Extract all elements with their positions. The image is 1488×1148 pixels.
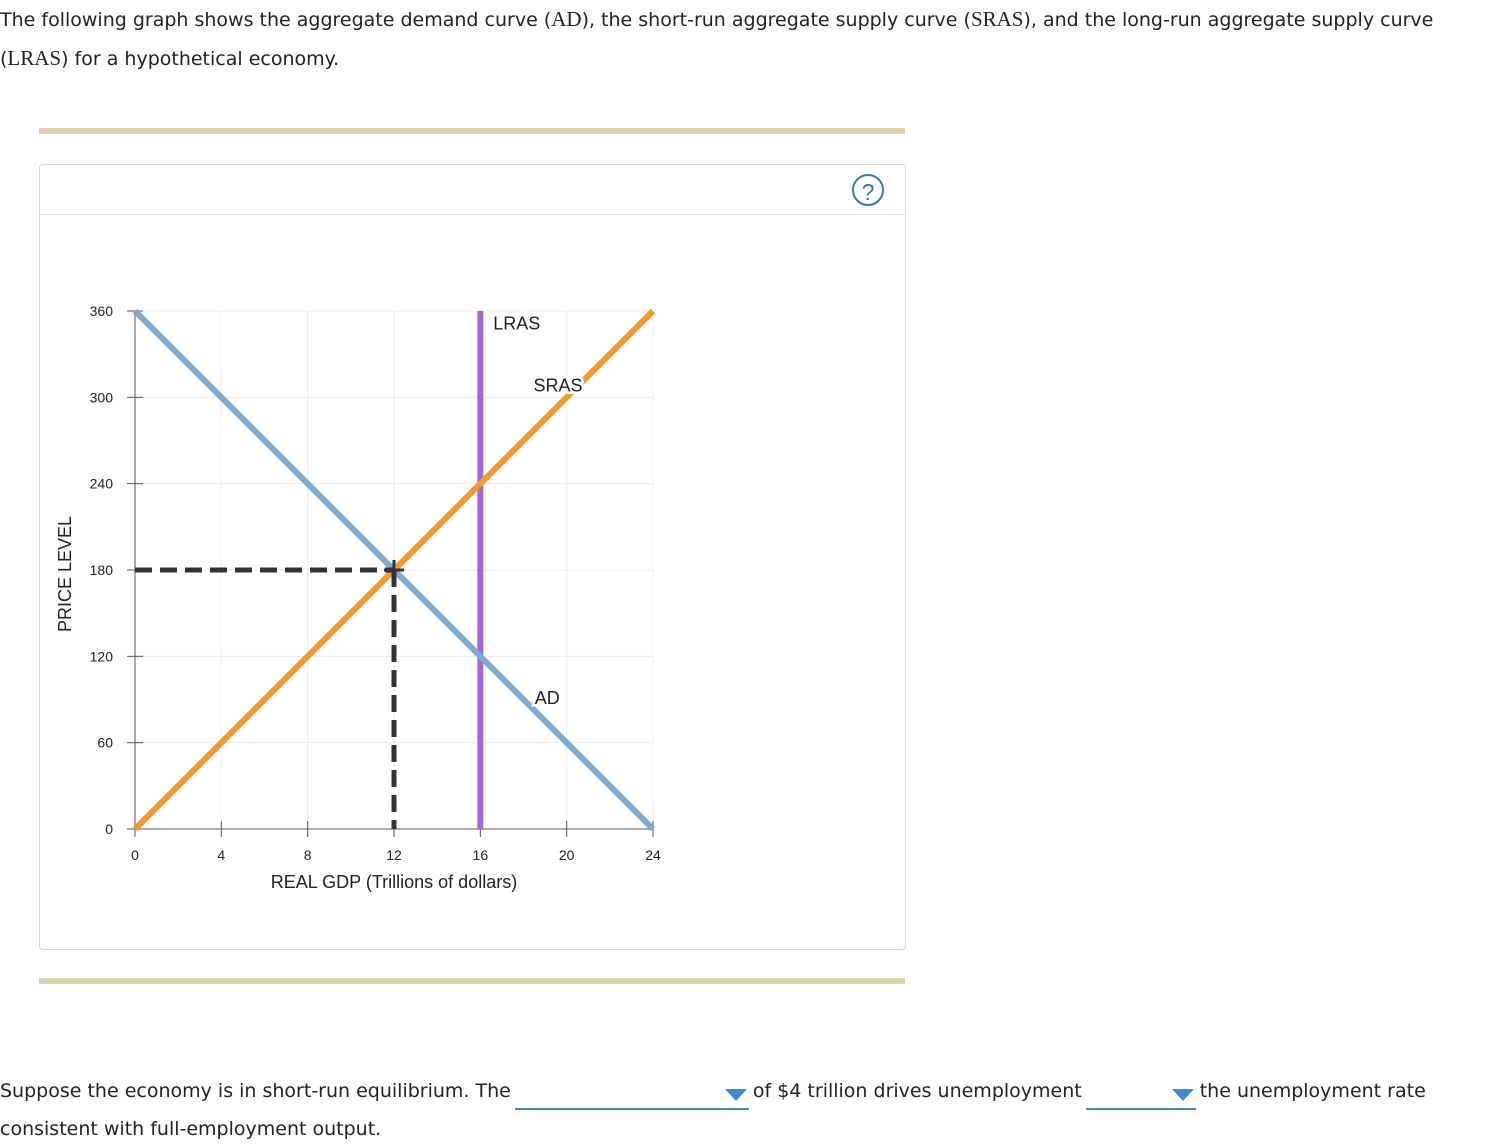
y-tick-label: 240	[90, 476, 114, 492]
dropdown-arrow-icon	[724, 1089, 747, 1101]
sras-term: SRAS	[970, 7, 1024, 31]
question-text: Suppose the economy is in short-run equi…	[0, 1072, 1488, 1148]
ad-term: AD	[551, 7, 582, 31]
help-button[interactable]: ?	[852, 174, 884, 206]
intro-text: The following graph shows the aggregate …	[0, 7, 1434, 70]
y-tick-label: 60	[97, 735, 113, 751]
x-tick-label: 8	[304, 847, 312, 863]
series-label-ad: AD	[535, 688, 560, 708]
ticks: 0 60 120 180 240 300 360 0 4 8 12 16 20 24	[90, 303, 661, 863]
dropdown-arrow-icon	[1171, 1089, 1194, 1101]
y-tick-label: 120	[90, 648, 114, 664]
series-label-sras: SRAS	[534, 376, 583, 396]
top-divider	[39, 128, 905, 134]
x-tick-label: 20	[559, 847, 575, 863]
y-tick-label: 0	[105, 821, 113, 837]
bottom-divider	[39, 978, 905, 984]
x-tick-label: 12	[386, 847, 402, 863]
equilibrium-marker	[135, 560, 404, 829]
y-tick-label: 360	[90, 303, 114, 319]
dropdown-1[interactable]	[514, 1076, 749, 1110]
y-axis-label: PRICE LEVEL	[55, 516, 75, 632]
y-tick-label: 180	[90, 562, 114, 578]
lras-term: LRAS	[7, 46, 62, 70]
x-tick-label: 16	[473, 847, 489, 863]
y-tick-label: 300	[90, 389, 114, 405]
panel-header-divider	[40, 214, 905, 215]
dropdown-2[interactable]	[1085, 1076, 1196, 1110]
series-label-lras: LRAS	[493, 314, 540, 334]
graph-panel: ?	[39, 164, 906, 950]
series-labels: AD SRAS LRAS	[491, 311, 585, 710]
question-circle-icon: ?	[861, 179, 875, 205]
x-tick-label: 24	[645, 847, 661, 863]
x-tick-label: 4	[217, 847, 225, 863]
x-tick-label: 0	[131, 847, 139, 863]
x-axis-label: REAL GDP (Trillions of dollars)	[271, 872, 517, 892]
